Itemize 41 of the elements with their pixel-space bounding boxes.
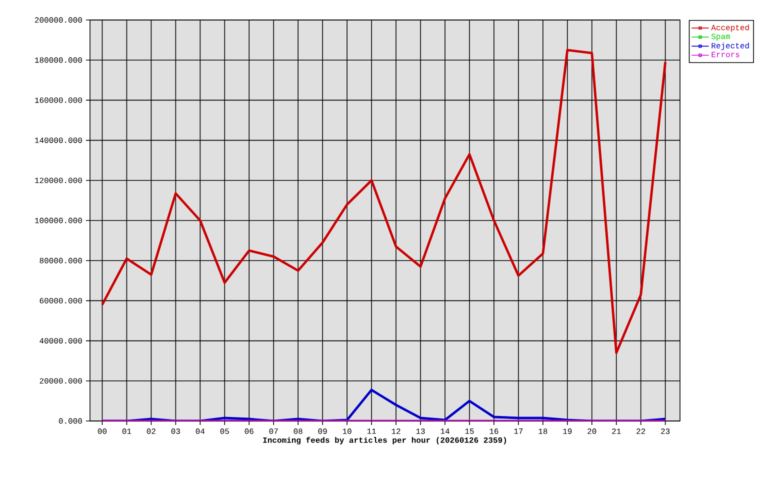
x-tick-label: 04 — [196, 428, 205, 434]
x-tick-label: 00 — [98, 428, 107, 434]
legend-label: Accepted — [711, 24, 749, 32]
y-tick-label: 0.000 — [58, 418, 82, 424]
x-tick-label: 18 — [538, 428, 548, 434]
x-tick-label: 20 — [588, 428, 596, 434]
x-tick-label: 11 — [367, 428, 376, 434]
x-axis-title: Incoming feeds by articles per hour (20260126 2359) — [263, 436, 506, 444]
x-tick-label: 09 — [318, 428, 327, 434]
x-tick-label: 15 — [465, 428, 474, 434]
x-tick-label: 22 — [636, 428, 646, 434]
x-tick-label: 14 — [440, 428, 450, 434]
y-tick-label: 120000.000 — [35, 178, 82, 184]
x-tick-label: 10 — [342, 428, 352, 434]
legend-label: Spam — [711, 34, 730, 41]
x-tick-label: 01 — [122, 428, 132, 434]
y-tick-label: 80000.000 — [40, 258, 82, 264]
line-series — [101, 48, 667, 354]
x-tick-label: 17 — [514, 428, 523, 434]
y-tick-label: 20000.000 — [40, 378, 82, 384]
x-tick-label: 13 — [416, 428, 425, 434]
legend-label: Errors — [712, 52, 740, 58]
x-tick-label: 21 — [612, 428, 621, 434]
y-tick-label: 160000.000 — [35, 97, 82, 103]
x-tick-label: 12 — [392, 428, 400, 434]
x-tick-label: 03 — [171, 428, 180, 434]
y-tick-label: 180000.000 — [35, 57, 82, 63]
x-tick-label: 19 — [563, 428, 572, 434]
x-tick-label: 02 — [146, 428, 156, 434]
legend-label: Rejected — [712, 42, 749, 50]
x-tick-label: 23 — [661, 428, 670, 434]
y-tick-label: 40000.000 — [40, 338, 82, 344]
x-tick-label: 05 — [220, 428, 229, 434]
y-tick-label: 200000.000 — [35, 17, 82, 23]
y-tick-label: 60000.000 — [40, 298, 82, 304]
x-tick-label: 06 — [244, 428, 254, 434]
x-tick-label: 08 — [294, 428, 302, 434]
x-tick-label: 16 — [490, 428, 498, 434]
y-tick-label: 100000.000 — [35, 218, 82, 224]
x-tick-label: 07 — [269, 428, 278, 434]
y-tick-label: 140000.000 — [35, 138, 82, 144]
